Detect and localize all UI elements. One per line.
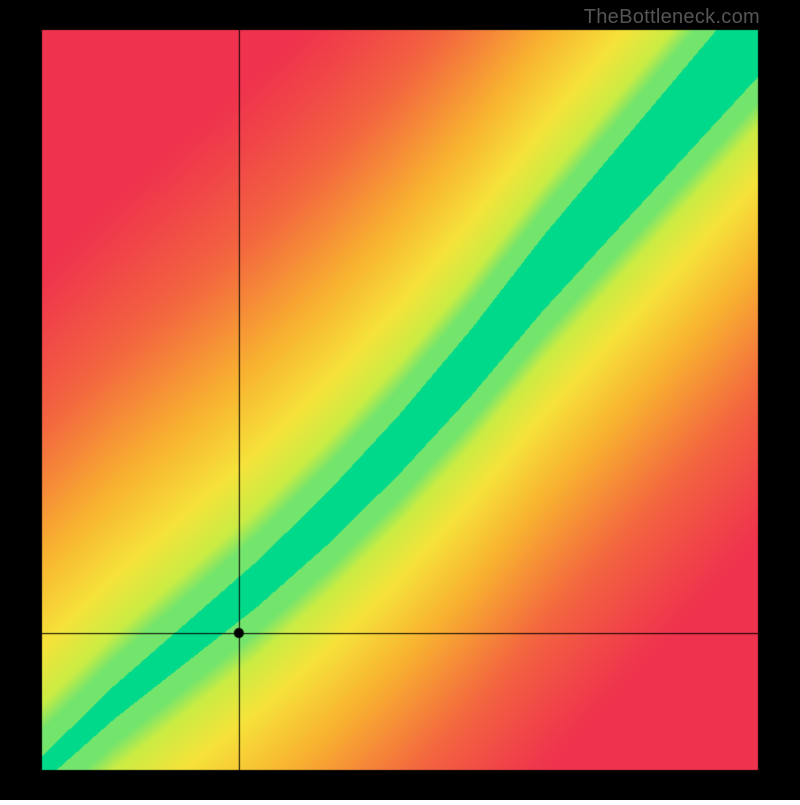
bottleneck-heatmap — [0, 0, 800, 800]
heatmap-container — [0, 0, 800, 805]
watermark-text: TheBottleneck.com — [584, 6, 760, 29]
